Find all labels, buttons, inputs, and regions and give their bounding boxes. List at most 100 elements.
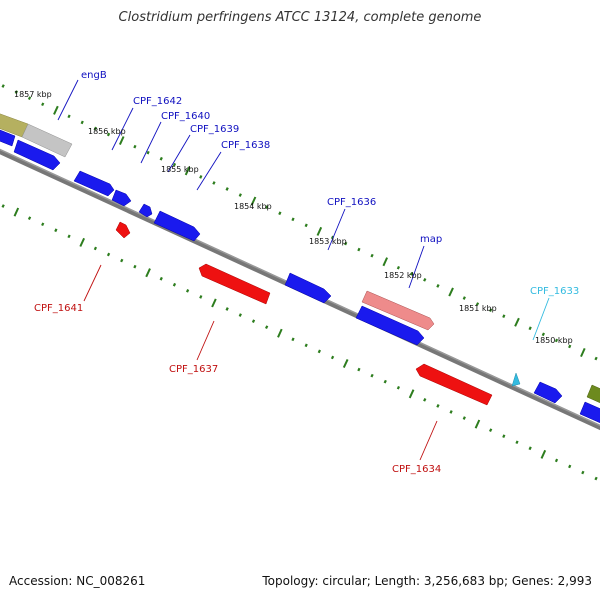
gene-label-cpf1640[interactable]: CPF_1640 <box>161 111 210 122</box>
gene-labels: engB CPF_1642 CPF_1640 CPF_1639 CPF_1638… <box>34 70 579 475</box>
ruler-tick <box>330 235 335 240</box>
gene-feature-cpf1633[interactable] <box>511 372 521 387</box>
gene-feature-blue-map[interactable] <box>355 305 425 346</box>
page-title: Clostridium perfringens ATCC 13124, comp… <box>118 10 482 25</box>
gene-label-cpf1639[interactable]: CPF_1639 <box>190 124 239 135</box>
ruler-tick <box>41 222 45 227</box>
kbp-label: 1854 kbp <box>234 202 272 211</box>
ruler-tick <box>514 317 520 327</box>
ruler-tick <box>41 102 45 107</box>
ruler-tick <box>370 373 374 378</box>
ruler-tick <box>184 166 191 176</box>
gene-feature-blue-edge[interactable] <box>579 401 600 425</box>
ruler-tick <box>251 319 256 323</box>
gene-feature-blue-1[interactable] <box>0 128 16 147</box>
gene-feature-cpf1638[interactable] <box>153 210 201 242</box>
gene-feature-cpf1642[interactable] <box>13 139 61 171</box>
kbp-label: 1857 kbp <box>14 90 52 99</box>
gene-feature-engb[interactable] <box>21 123 73 158</box>
kbp-label: 1853 kbp <box>309 237 347 246</box>
ruler-tick <box>212 181 216 185</box>
ruler-tick <box>133 264 137 269</box>
kbp-label: 1850 kbp <box>535 336 573 345</box>
ruler-tick <box>291 337 295 342</box>
ruler-tick <box>250 196 257 206</box>
gene-label-cpf1642[interactable]: CPF_1642 <box>133 96 182 107</box>
ruler-tick <box>53 105 59 115</box>
ruler-tick <box>199 175 203 179</box>
ruler-tick <box>382 257 389 267</box>
ruler-tick <box>489 308 493 312</box>
gene-label-cpf1641[interactable]: CPF_1641 <box>34 303 83 314</box>
ruler-tick <box>594 476 598 481</box>
gene-feature-blue-late[interactable] <box>533 381 563 404</box>
gene-label-engb[interactable]: engB <box>81 70 107 81</box>
ruler-tick <box>370 253 374 258</box>
gene-label-map[interactable]: map <box>420 234 442 245</box>
kbp-label: 1855 kbp <box>161 165 199 174</box>
gene-feature-cpf1634[interactable] <box>415 363 493 406</box>
ruler-tick <box>120 258 124 263</box>
gene-label-cpf1638[interactable]: CPF_1638 <box>221 140 270 151</box>
ruler-tick <box>172 282 177 287</box>
ruler-tick <box>594 356 598 361</box>
ruler-tick <box>474 419 481 429</box>
ruler-tick <box>172 162 177 167</box>
kbp-label: 1851 kbp <box>459 304 497 313</box>
ruler-tick <box>225 307 229 311</box>
ruler-tick <box>106 132 111 137</box>
ruler-tick <box>106 252 111 257</box>
ruler-tick <box>1 84 5 88</box>
kbp-label: 1852 kbp <box>384 271 422 280</box>
ruler-tick <box>409 271 414 276</box>
ruler-tick <box>554 338 559 343</box>
ruler-tick <box>159 276 163 281</box>
ruler-tick <box>316 226 323 236</box>
ruler-tick <box>1 204 5 208</box>
ruler-tick <box>448 287 454 297</box>
ruler-tick <box>304 223 308 228</box>
gene-feature-cpf1639[interactable] <box>111 189 132 207</box>
ruler-tick <box>489 428 493 432</box>
ruler-tick <box>344 241 348 246</box>
ruler-tick <box>396 265 401 270</box>
gene-label-cpf1634[interactable]: CPF_1634 <box>392 464 441 475</box>
ruler-tick <box>408 389 415 399</box>
gene-feature-olive-edge[interactable] <box>586 384 600 405</box>
kbp-label: 1856 kbp <box>88 127 126 136</box>
gene-label-cpf1637[interactable]: CPF_1637 <box>169 364 218 375</box>
gene-features <box>0 113 600 425</box>
ruler-tick <box>27 216 32 220</box>
ruler-tick <box>14 90 18 94</box>
ruler-tick <box>568 464 572 469</box>
ruler-tick <box>528 326 532 331</box>
ruler-tick <box>278 211 282 216</box>
ruler-tick <box>291 217 295 222</box>
label-leaders <box>57 79 550 461</box>
ruler-tick <box>79 237 86 247</box>
ruler-tick <box>211 298 217 308</box>
ruler-tick <box>80 120 84 125</box>
gene-label-cpf1636[interactable]: CPF_1636 <box>327 197 376 208</box>
accession-label: Accession: NC_008261 <box>9 574 146 588</box>
ruler-tick <box>502 314 506 319</box>
gene-feature-cpf1641[interactable] <box>115 221 131 239</box>
ruler-tick <box>436 284 440 288</box>
ruler-tick <box>238 193 242 197</box>
gene-feature-small[interactable] <box>138 203 153 218</box>
ruler-tick <box>93 126 98 131</box>
ruler-tick <box>13 207 20 217</box>
ruler-tick <box>396 385 401 390</box>
ruler-tick <box>342 358 349 369</box>
gene-feature-map[interactable] <box>361 290 435 331</box>
ruler-tick <box>475 302 480 306</box>
gene-feature-cpf1636[interactable] <box>284 272 332 304</box>
ruler-tick <box>541 332 545 337</box>
gene-feature-cpf1637[interactable] <box>198 263 271 305</box>
gene-feature-cpf1640[interactable] <box>73 170 115 197</box>
ruler-tick <box>67 234 71 239</box>
ruler-tick <box>423 278 427 282</box>
kbp-labels: 1857 kbp 1856 kbp 1855 kbp 1854 kbp 1853… <box>14 90 573 345</box>
gene-label-cpf1633[interactable]: CPF_1633 <box>530 286 579 297</box>
ruler-tick <box>304 343 308 348</box>
